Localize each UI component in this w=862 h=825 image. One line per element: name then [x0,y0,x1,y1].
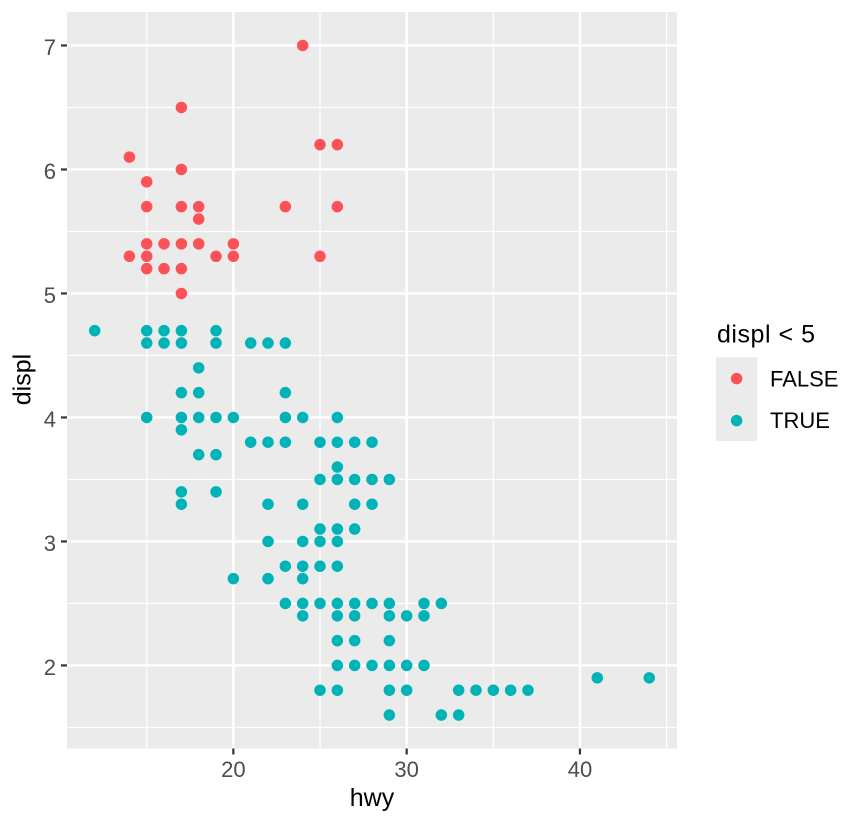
svg-text:6: 6 [44,159,56,184]
svg-text:2: 2 [44,655,56,680]
svg-text:hwy: hwy [350,784,395,812]
svg-text:TRUE: TRUE [770,408,830,433]
svg-text:displ < 5: displ < 5 [717,321,815,349]
svg-text:30: 30 [394,757,418,782]
svg-text:3: 3 [44,531,56,556]
svg-text:5: 5 [44,283,56,308]
svg-text:4: 4 [44,407,56,432]
svg-text:20: 20 [221,757,245,782]
svg-text:displ: displ [9,354,37,405]
svg-text:FALSE: FALSE [770,367,838,392]
svg-text:40: 40 [568,757,592,782]
svg-text:7: 7 [44,35,56,60]
